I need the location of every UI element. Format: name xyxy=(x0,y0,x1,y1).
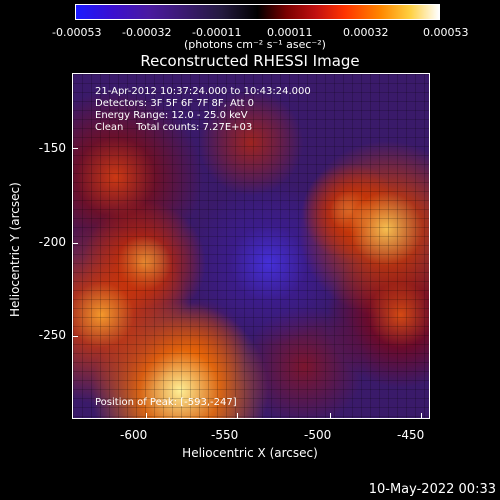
colorbar-tick-label: 0.00011 xyxy=(267,26,313,39)
y-tick-label: -200 xyxy=(38,235,66,249)
colorbar xyxy=(75,4,440,20)
x-tick-label: -500 xyxy=(304,428,332,442)
y-tick-mark xyxy=(72,243,78,244)
y-tick-mark xyxy=(72,148,78,149)
y-tick-label: -250 xyxy=(38,328,66,342)
x-tick-label: -600 xyxy=(120,428,148,442)
x-tick-label: -550 xyxy=(211,428,239,442)
x-tick-label: -450 xyxy=(397,428,425,442)
colorbar-tick-label: 0.00032 xyxy=(343,26,389,39)
colorbar-tick-label: -0.00053 xyxy=(52,26,102,39)
x-axis-label: Heliocentric X (arcsec) xyxy=(182,446,318,460)
colorbar-tick-label: -0.00011 xyxy=(192,26,242,39)
info-detectors: Detectors: 3F 5F 6F 7F 8F, Att 0 xyxy=(95,98,255,109)
y-axis-label: Heliocentric Y (arcsec) xyxy=(8,182,22,317)
colorbar-unit-label: (photons cm⁻² s⁻¹ asec⁻²) xyxy=(184,38,326,51)
info-energy-range: Energy Range: 12.0 - 25.0 keV xyxy=(95,110,248,121)
x-tick-mark xyxy=(237,413,238,419)
info-time-range: 21-Apr-2012 10:37:24.000 to 10:43:24.000 xyxy=(95,86,311,97)
x-tick-mark xyxy=(330,413,331,419)
generation-timestamp: 10-May-2022 00:33 xyxy=(368,482,496,497)
colorbar-tick-label: -0.00032 xyxy=(122,26,172,39)
y-tick-label: -150 xyxy=(38,141,66,155)
x-tick-mark xyxy=(421,413,422,419)
info-total-counts: Clean Total counts: 7.27E+03 xyxy=(95,122,253,133)
colorbar-tick-label: 0.00053 xyxy=(423,26,469,39)
x-tick-mark xyxy=(146,413,147,419)
plot-title: Reconstructed RHESSI Image xyxy=(140,52,360,70)
y-tick-mark xyxy=(72,336,78,337)
peak-position-label: Position of Peak: [-593,-247] xyxy=(95,397,237,408)
image-plot-area: 21-Apr-2012 10:37:24.000 to 10:43:24.000… xyxy=(72,73,430,419)
